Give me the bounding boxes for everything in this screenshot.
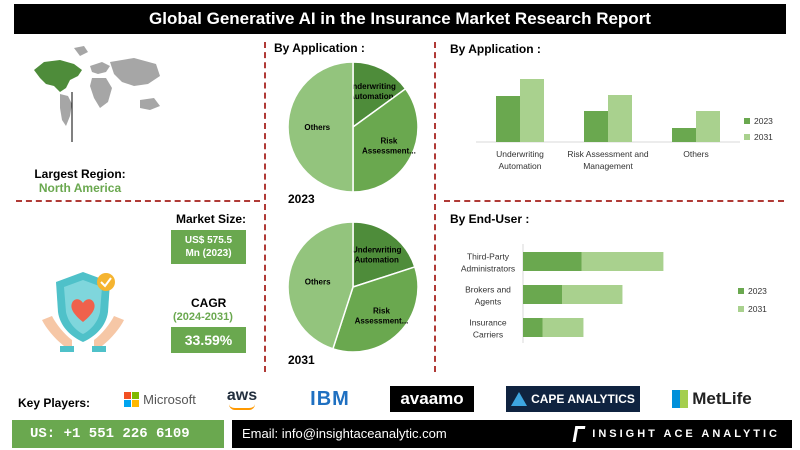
divider-horizontal-right: [444, 200, 784, 202]
pie-slice-label: Assessment...: [355, 316, 409, 325]
cagr-label: CAGR: [191, 296, 227, 310]
pie-slice: [352, 61, 407, 129]
divider-vertical-left: [264, 42, 266, 372]
cagr-value: 33.59%: [171, 327, 246, 353]
pie-slice-label: Assessment...: [362, 146, 416, 155]
footer-bar: Email: info@insightaceanalytic.com INSIG…: [232, 420, 792, 448]
aws-logo: aws: [222, 386, 262, 412]
world-map: [34, 46, 160, 142]
x-tick-label: Automation: [499, 161, 542, 171]
cape-analytics-logo: CAPE ANALYTICS: [506, 386, 640, 412]
bar-app-title: By Application :: [450, 42, 541, 56]
brand-logo-icon: [572, 426, 586, 443]
y-tick-label: Third-Party: [467, 252, 510, 262]
legend-swatch: [738, 306, 744, 312]
metlife-m-icon: [672, 390, 689, 408]
microsoft-logo: Microsoft: [124, 386, 196, 412]
pie-slice: [352, 87, 419, 193]
pie-slice-label: Underwriting: [347, 82, 396, 91]
metlife-logo-text: MetLife: [692, 389, 752, 408]
y-tick-label: Agents: [475, 297, 501, 307]
footer-brand: INSIGHT ACE ANALYTIC: [572, 420, 780, 448]
pie-slice-label: Risk: [373, 306, 390, 315]
aws-logo-text: aws: [226, 386, 258, 404]
largest-region-label: Largest Region:: [34, 167, 126, 181]
market-size-value-line2: Mn (2023): [185, 248, 232, 259]
pie-slice-label: Automation: [349, 92, 394, 101]
footer-email: Email: info@insightaceanalytic.com: [242, 426, 447, 441]
pie-slice: [287, 221, 354, 350]
end-user-bar-chart: Third-Party Administrators Brokers and Agen…: [461, 244, 767, 343]
legend-swatch: [738, 288, 744, 294]
bar: [696, 111, 720, 142]
key-players-label: Key Players:: [18, 396, 91, 410]
y-tick-label: Administrators: [461, 264, 515, 274]
footer-brand-text: INSIGHT ACE ANALYTIC: [592, 428, 780, 440]
avaamo-logo: avaamo: [390, 386, 474, 412]
market-size-box: US$ 575.5 Mn (2023): [171, 230, 246, 264]
pie-slice-label: Others: [305, 277, 331, 286]
divider-vertical-right: [434, 42, 436, 372]
bar: [523, 252, 582, 271]
market-size-value-line1: US$ 575.5: [184, 235, 233, 246]
bar: [581, 252, 664, 271]
microsoft-logo-text: Microsoft: [143, 391, 196, 407]
largest-region-value: North America: [38, 181, 122, 195]
pie-slice: [287, 61, 354, 193]
divider-horizontal-left: [16, 200, 260, 202]
metlife-logo: MetLife: [667, 386, 757, 412]
legend-label: 2031: [748, 304, 767, 314]
aws-smile-icon: [229, 404, 255, 410]
cape-triangle-icon: [511, 392, 528, 406]
pie-year-2031: 2031: [288, 353, 315, 367]
ibm-logo: IBM: [310, 387, 350, 410]
pie-slice-label: Others: [304, 123, 330, 132]
x-tick-label: Others: [683, 149, 709, 159]
bar: [523, 285, 562, 304]
pie-slice: [331, 265, 419, 353]
pie-year-2023: 2023: [288, 192, 315, 206]
bar: [608, 95, 632, 142]
y-tick-label: Insurance: [469, 318, 507, 328]
pie-slice-label: Underwriting: [352, 245, 401, 254]
footer-phone: US: +1 551 226 6109: [12, 420, 224, 448]
legend-swatch: [744, 118, 750, 124]
cagr-period: (2024-2031): [173, 311, 233, 323]
bar: [584, 111, 608, 142]
x-tick-label: Management: [583, 161, 633, 171]
end-user-title: By End-User :: [450, 212, 530, 226]
shield-heart-icon: [42, 272, 124, 352]
bar: [542, 318, 584, 337]
bar: [562, 285, 623, 304]
application-bar-chart: Underwriting Automation Risk Assessment an…: [476, 79, 773, 171]
bar: [672, 128, 696, 142]
y-tick-label: Carriers: [473, 330, 503, 340]
x-tick-label: Underwriting: [496, 149, 544, 159]
pie-slice-label: Risk: [380, 136, 397, 145]
report-title: Global Generative AI in the Insurance Ma…: [14, 4, 786, 34]
legend-swatch: [744, 134, 750, 140]
pie-slice-label: Automation: [354, 255, 399, 264]
market-size-label: Market Size:: [176, 212, 247, 226]
pie-section-title: By Application :: [274, 41, 365, 55]
microsoft-squares-icon: [124, 391, 140, 407]
pie-slice: [352, 221, 416, 289]
bar: [520, 79, 544, 142]
cape-logo-text: CAPE ANALYTICS: [531, 392, 635, 406]
legend-label: 2023: [748, 286, 767, 296]
bar: [523, 318, 543, 337]
legend-label: 2031: [754, 132, 773, 142]
x-tick-label: Risk Assessment and: [567, 149, 649, 159]
y-tick-label: Brokers and: [465, 285, 511, 295]
bar: [496, 96, 520, 142]
legend-label: 2023: [754, 116, 773, 126]
